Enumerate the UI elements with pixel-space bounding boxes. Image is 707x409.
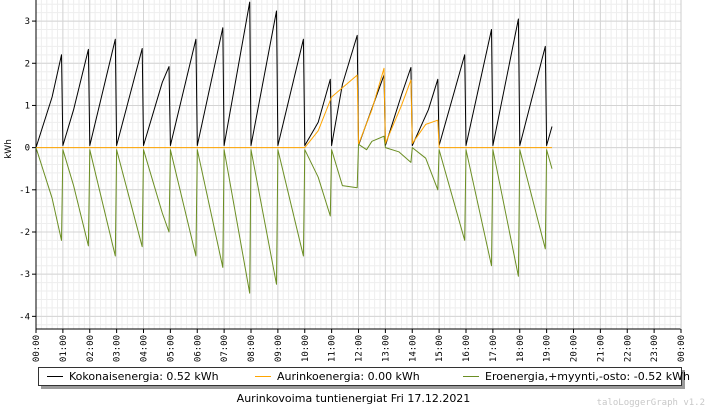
x-tick-label: 15:00 [435,335,445,362]
x-tick-label: 10:00 [301,335,311,362]
legend-item-total: Kokonaisenergia: 0.52 kWh [47,370,219,383]
x-tick-label: 03:00 [113,335,123,362]
x-tick-label: 12:00 [355,335,365,362]
x-tick-label: 02:00 [86,335,96,362]
legend-swatch-difference [463,375,479,377]
legend-swatch-total [47,375,63,377]
y-tick-label: -3 [19,270,30,280]
y-tick-label: -2 [19,228,30,238]
series-line-2 [35,135,553,294]
x-tick-label: 09:00 [274,335,284,362]
x-tick-label: 00:00 [32,335,42,362]
y-tick-label: -1 [19,186,30,196]
x-tick-label: 18:00 [516,335,526,362]
y-tick-label: -4 [19,312,30,322]
x-tick-label: 17:00 [489,335,499,362]
chart-title: Aurinkovoima tuntienergiat Fri 17.12.202… [236,392,471,405]
legend-swatch-solar [255,375,271,377]
x-tick-labels: 00:00 01:00 02:00 03:00 04:00 05:00 06:00 07:00… [32,335,687,362]
y-tick-labels: -4 -3 -2 -1 0 1 2 3 [19,17,30,322]
axes [32,0,682,333]
legend-label-difference: Eroenergia,+myynti,-osto: -0.52 kWh [485,370,690,383]
x-tick-label: 19:00 [543,335,553,362]
y-tick-label: 3 [25,17,30,27]
series-line-1 [36,67,552,149]
x-tick-label: 16:00 [462,335,472,362]
legend-label-solar: Aurinkoenergia: 0.00 kWh [277,370,420,383]
x-tick-label: 06:00 [193,335,203,362]
x-tick-label: 13:00 [381,335,391,362]
y-tick-label: 2 [25,59,30,69]
series-line-0 [35,1,553,148]
legend-label-total: Kokonaisenergia: 0.52 kWh [69,370,219,383]
x-tick-label: 22:00 [623,335,633,362]
y-tick-label: 0 [25,144,30,154]
legend: Kokonaisenergia: 0.52 kWh Aurinkoenergia… [38,367,690,386]
x-tick-label: 08:00 [247,335,257,362]
x-tick-label: 23:00 [650,335,660,362]
x-tick-label: 04:00 [140,335,150,362]
x-tick-label: 07:00 [220,335,230,362]
x-tick-label: 20:00 [570,335,580,362]
x-tick-label: 00:00 [677,335,687,362]
y-axis-label: kWh [4,139,14,159]
watermark: taloLoggerGraph v1.2 [596,398,705,408]
x-tick-label: 05:00 [166,335,176,362]
y-tick-label: 1 [25,101,30,111]
x-tick-label: 21:00 [596,335,606,362]
x-tick-label: 01:00 [59,335,69,362]
series-lines [35,1,553,294]
legend-item-difference: Eroenergia,+myynti,-osto: -0.52 kWh [463,370,690,383]
legend-item-solar: Aurinkoenergia: 0.00 kWh [255,370,420,383]
x-tick-label: 11:00 [328,335,338,362]
x-tick-label: 14:00 [408,335,418,362]
